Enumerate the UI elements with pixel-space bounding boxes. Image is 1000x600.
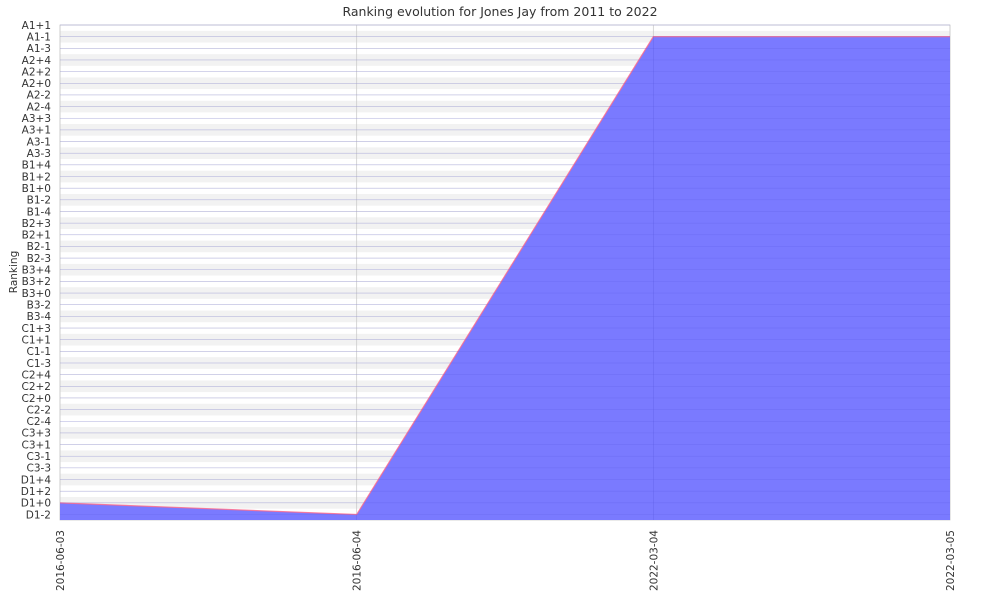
y-tick-label: C2+2 — [22, 381, 52, 393]
area-fill — [60, 36, 950, 521]
y-tick-label: B1+0 — [22, 183, 51, 195]
y-tick-label: C1-3 — [27, 358, 51, 370]
y-tick-label: C1-1 — [27, 346, 51, 358]
y-tick-label: A3-3 — [27, 148, 51, 160]
x-tick-label: 2022-03-04 — [648, 530, 660, 591]
y-tick-label: B3-2 — [27, 300, 51, 312]
y-tick-label: B2+1 — [22, 230, 51, 242]
y-tick-labels: A1+1A1-1A1-3A2+4A2+2A2+0A2-2A2-4A3+3A3+1… — [21, 20, 52, 521]
y-tick-label: B3+4 — [22, 265, 52, 277]
y-tick-label: B1+2 — [22, 171, 51, 183]
y-tick-label: C1+1 — [22, 334, 52, 346]
y-tick-label: C3-3 — [27, 463, 51, 475]
y-tick-label: A2+2 — [22, 66, 51, 78]
x-tick-labels: 2016-06-03 2016-06-04 2022-03-04 2022-03-05 — [55, 530, 957, 591]
y-tick-label: B3+2 — [22, 276, 51, 288]
y-tick-label: D1-2 — [26, 509, 51, 521]
y-tick-label: C2+0 — [22, 393, 52, 405]
y-tick-label: B2-1 — [27, 241, 51, 253]
y-tick-label: B1-4 — [27, 206, 52, 218]
y-tick-label: A3+3 — [22, 113, 51, 125]
y-tick-label: C3-1 — [27, 451, 51, 463]
y-tick-label: A2-2 — [27, 90, 51, 102]
y-tick-label: B3-4 — [27, 311, 52, 323]
x-tick-label: 2016-06-04 — [352, 530, 364, 591]
y-tick-label: D1+0 — [21, 498, 51, 510]
y-tick-label: C3+3 — [22, 428, 52, 440]
y-tick-label: A1+1 — [22, 20, 51, 32]
x-tick-label: 2022-03-05 — [945, 530, 957, 591]
y-tick-label: B3+0 — [22, 288, 51, 300]
y-tick-label: B2-3 — [27, 253, 51, 265]
y-tick-label: C2-4 — [27, 416, 52, 428]
y-tick-label: D1+2 — [21, 486, 51, 498]
y-tick-label: A3-1 — [27, 136, 51, 148]
y-tick-label: A1-3 — [27, 43, 51, 55]
y-tick-label: A3+1 — [22, 125, 51, 137]
y-tick-label: C2+4 — [22, 369, 52, 381]
y-axis-label: Ranking — [8, 251, 20, 293]
y-tick-label: A2+4 — [22, 55, 52, 67]
series-line — [59, 36, 950, 516]
y-tick-label: B1+4 — [22, 160, 52, 172]
y-tick-label: C1+3 — [22, 323, 52, 335]
y-tick-label: C3+1 — [22, 439, 52, 451]
y-tick-label: A2+0 — [22, 78, 51, 90]
y-tick-label: A1-1 — [27, 31, 51, 43]
y-tick-label: B1-2 — [27, 195, 51, 207]
y-tick-label: A2-4 — [27, 101, 52, 113]
x-tick-label: 2016-06-03 — [55, 530, 67, 591]
chart-title: Ranking evolution for Jones Jay from 201… — [342, 4, 657, 19]
y-tick-label: B2+3 — [22, 218, 51, 230]
y-tick-label: D1+4 — [21, 474, 52, 486]
y-tick-label: C2-2 — [27, 404, 51, 416]
series-area — [59, 24, 950, 521]
